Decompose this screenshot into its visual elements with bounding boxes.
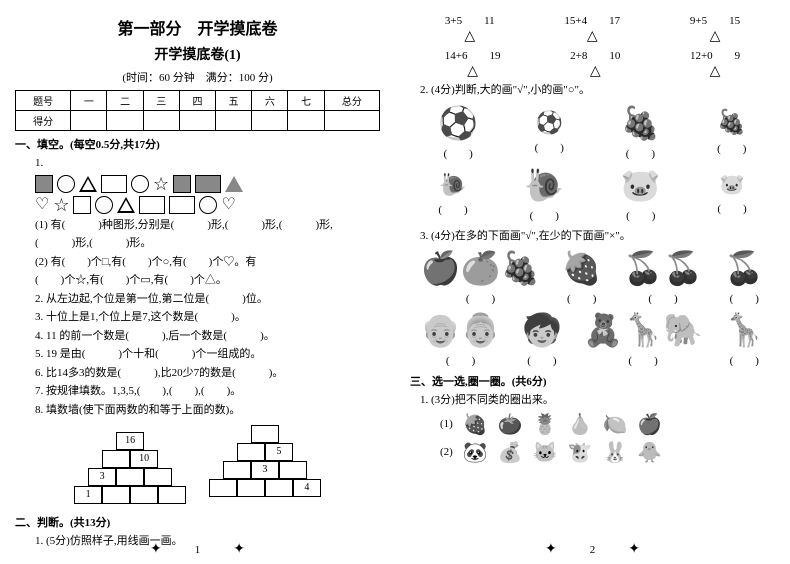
- q7: 7. 按规律填数。1,3,5,( ),( ),( )。: [35, 383, 380, 400]
- triangle-icon: [225, 176, 243, 192]
- giraffe-icon: 🦒: [724, 312, 764, 348]
- lemon-icon: 🍋: [602, 412, 627, 437]
- fruit-basket-icon: 🍎🍊🍇: [421, 250, 541, 286]
- shape-row-1: ☆: [35, 175, 380, 193]
- circle-icon: [131, 175, 149, 193]
- compare-row-1: ⚽( ) ⚽( ) 🍇( ) 🍇( ): [410, 104, 775, 161]
- soccer-icon: ⚽: [438, 105, 478, 141]
- cherry-icon: 🍒: [724, 250, 764, 286]
- q4: 4. 11 的前一个数是( ),后一个数是( )。: [35, 328, 380, 345]
- pear-icon: 🍐: [568, 412, 593, 437]
- soccer-icon: ⚽: [536, 110, 563, 135]
- square-icon: [35, 175, 53, 193]
- page-left: 第一部分 开学摸底卷 开学摸底卷(1) (时间：60 分钟 满分：100 分) …: [0, 0, 395, 564]
- rect-icon: [139, 196, 165, 214]
- rect-icon: [101, 175, 127, 193]
- q3: 3. 十位上是1,个位上是7,这个数是( )。: [35, 309, 380, 326]
- cherries-icon: 🍒🍒: [623, 250, 703, 286]
- page-number: 1: [195, 544, 201, 556]
- q3-text: 3. (4分)在多的下面画"√",在少的下面画"×"。: [420, 228, 775, 245]
- rabbit-icon: 🐰: [602, 440, 627, 465]
- fruit-row-1: (1) 🍓 🍅 🍍 🍐 🍋 🍎: [440, 412, 775, 437]
- timing: (时间：60 分钟 满分：100 分): [15, 69, 380, 85]
- shape-row-2: ♡ ☆ ♡: [35, 196, 380, 214]
- equations: 3+5 11△15+4 17△9+5 15△14+6 19△2+8 10△12+…: [410, 12, 775, 80]
- star-icon: ☆: [153, 175, 169, 193]
- chick-icon: 🐥: [637, 440, 662, 465]
- pineapple-icon: 🍍: [533, 412, 558, 437]
- q1-1b: ( )形,( )形。: [35, 235, 380, 252]
- panda-icon: 🐼: [463, 440, 488, 465]
- q6: 6. 比14多3的数是( ),比20少7的数是( )。: [35, 365, 380, 382]
- q1-2b: ( )个☆,有( )个▭,有( )个△。: [35, 272, 380, 289]
- sec2-q1: 1. (5分)仿照样子,用线画一画。: [35, 533, 380, 550]
- child-icon: 🧒: [522, 312, 562, 348]
- q1-1: (1) 有( )种图形,分别是( )形,( )形,( )形,: [35, 217, 380, 234]
- grapes-icon: 🍇: [717, 110, 747, 136]
- q2: 2. 从左边起,个位是第一位,第二位是( )位。: [35, 291, 380, 308]
- q1-2: (2) 有( )个□,有( )个○,有( )个♡。有: [35, 254, 380, 271]
- cat-icon: 🐱: [533, 440, 558, 465]
- triangle-icon: [117, 197, 135, 213]
- q2-text: 2. (4分)判断,大的画"√",小的画"○"。: [420, 82, 775, 99]
- star-deco-icon: ✦: [150, 541, 162, 558]
- apple-icon: 🍎: [637, 412, 662, 437]
- pyramid-1: 161031: [74, 432, 186, 504]
- section-3-title: 三、选一选,圈一圈。(共6分): [410, 373, 775, 389]
- section-2-title: 二、判断。(共13分): [15, 514, 380, 530]
- star-deco-icon: ✦: [628, 541, 640, 558]
- snail-icon: 🐌: [439, 172, 466, 197]
- heart-icon: ♡: [35, 196, 49, 214]
- fruit-row-2: (2) 🐼 💰 🐱 🐮 🐰 🐥: [440, 440, 775, 465]
- sec3-q1: 1. (3分)把不同类的圈出来。: [420, 392, 775, 409]
- pyramids: 161031 534: [15, 420, 380, 509]
- grapes-icon: 🍇: [620, 105, 660, 141]
- section-1-title: 一、填空。(每空0.5分,共17分): [15, 136, 380, 152]
- strawberry-icon: 🍓: [463, 412, 488, 437]
- q8: 8. 填数墙(使下面两数的和等于上面的数)。: [35, 402, 380, 419]
- compare-row-4: 👴👵( ) 🧒( ) 🧸🦒🐘( ) 🦒( ): [410, 311, 775, 368]
- page-right: 3+5 11△15+4 17△9+5 15△14+6 19△2+8 10△12+…: [395, 0, 790, 564]
- main-title: 第一部分 开学摸底卷: [15, 15, 380, 39]
- q5: 5. 19 是由( )个十和( )个一组成的。: [35, 346, 380, 363]
- rect-icon: [195, 175, 221, 193]
- snail-icon: 🐌: [524, 167, 564, 203]
- score-table: 题号一二三四五六七总分 得分: [15, 90, 380, 131]
- page-number: 2: [590, 544, 596, 556]
- q1-label: 1.: [35, 155, 380, 172]
- money-icon: 💰: [498, 440, 523, 465]
- cow-icon: 🐮: [568, 440, 593, 465]
- pyramid-2: 534: [209, 425, 321, 497]
- strawberry-icon: 🍓: [562, 250, 602, 286]
- star-deco-icon: ✦: [233, 541, 245, 558]
- compare-row-3: 🍎🍊🍇( ) 🍓( ) 🍒🍒( ) 🍒( ): [410, 249, 775, 306]
- pig-icon: 🐷: [720, 174, 745, 196]
- rect-icon: [169, 196, 195, 214]
- heart-icon: ♡: [221, 196, 235, 214]
- star-deco-icon: ✦: [545, 541, 557, 558]
- circle-icon: [95, 196, 113, 214]
- square-icon: [73, 196, 91, 214]
- triangle-icon: [79, 176, 97, 192]
- people-icon: 👴👵: [421, 312, 501, 348]
- star-icon: ☆: [53, 196, 69, 214]
- pig-icon: 🐷: [621, 167, 661, 203]
- toys-icon: 🧸🦒🐘: [583, 312, 703, 348]
- circle-icon: [199, 196, 217, 214]
- score-label: 得分: [16, 111, 71, 131]
- square-icon: [173, 175, 191, 193]
- tomato-icon: 🍅: [498, 412, 523, 437]
- compare-row-2: 🐌( ) 🐌( ) 🐷( ) 🐷( ): [410, 166, 775, 223]
- sub-title: 开学摸底卷(1): [15, 44, 380, 64]
- circle-icon: [57, 175, 75, 193]
